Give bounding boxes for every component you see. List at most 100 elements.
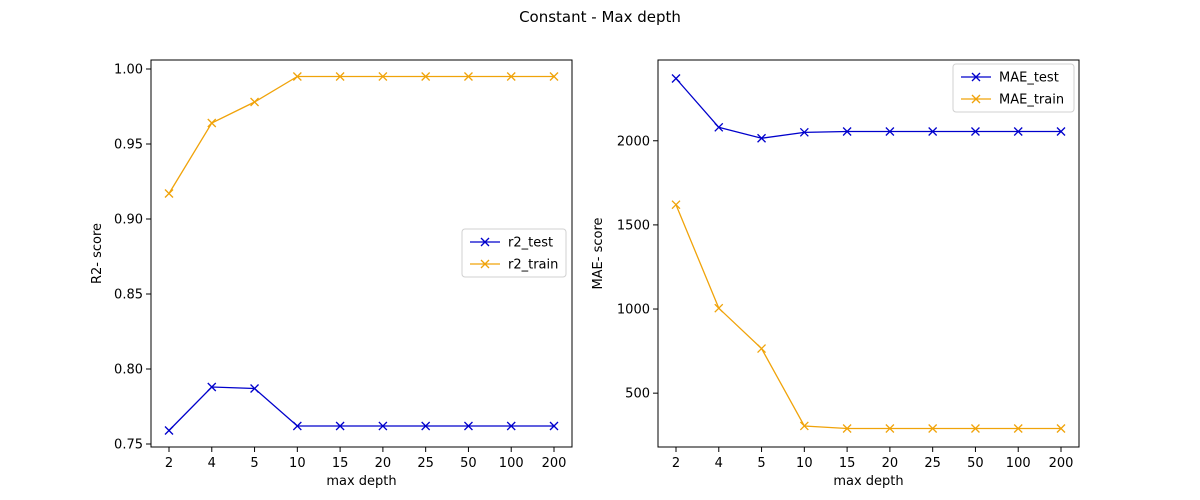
y-tick-label: 0.75 xyxy=(114,438,143,453)
y-tick-label: 1500 xyxy=(617,218,650,233)
marker-stroke xyxy=(1013,127,1023,136)
data-point-r2_train xyxy=(292,72,302,81)
y-tick-label: 2000 xyxy=(617,134,650,149)
data-point-MAE_train xyxy=(842,424,852,433)
marker-stroke xyxy=(164,189,174,198)
data-point-MAE_train xyxy=(799,421,809,431)
data-point-MAE_test xyxy=(757,133,767,143)
marker-stroke xyxy=(250,384,260,393)
x-axis-label: max depth xyxy=(326,474,396,489)
legend-box xyxy=(461,228,567,278)
data-point-r2_test xyxy=(378,421,388,431)
x-tick-label: 20 xyxy=(375,456,392,471)
data-point-r2_test xyxy=(549,421,559,431)
plot-frame xyxy=(150,59,573,448)
x-tick-label: 10 xyxy=(289,456,306,471)
x-tick-label: 200 xyxy=(542,456,567,471)
marker-stroke xyxy=(928,424,938,433)
marker-stroke xyxy=(207,118,217,128)
data-point-r2_test xyxy=(250,384,260,393)
legend-box xyxy=(952,63,1075,113)
marker-stroke xyxy=(970,127,980,136)
y-axis-label: MAE- score xyxy=(591,217,606,289)
x-tick-label: 2 xyxy=(165,456,173,471)
marker-stroke xyxy=(549,421,559,431)
x-tick-label: 10 xyxy=(796,456,813,471)
data-point-MAE_test xyxy=(714,122,724,132)
legend-label-MAE_train: MAE_train xyxy=(999,93,1064,108)
marker-stroke xyxy=(885,127,895,136)
marker-stroke xyxy=(335,72,345,81)
marker-stroke xyxy=(506,72,516,81)
data-point-r2_test xyxy=(292,421,302,431)
data-point-r2_test xyxy=(207,382,217,392)
data-point-r2_test xyxy=(506,421,516,431)
data-point-MAE_test xyxy=(970,127,980,136)
legend: MAE_test MAE_train xyxy=(952,63,1075,113)
data-point-r2_test xyxy=(335,421,345,431)
y-tick-label: 1.00 xyxy=(114,63,143,78)
data-point-MAE_test xyxy=(1056,127,1066,136)
marker-stroke xyxy=(799,421,809,431)
marker-stroke xyxy=(842,127,852,136)
marker-stroke xyxy=(164,426,174,435)
marker-stroke xyxy=(1056,127,1066,136)
data-point-r2_test xyxy=(164,426,174,435)
marker-stroke xyxy=(378,421,388,431)
x-tick-label: 100 xyxy=(1006,456,1031,471)
x-tick-label: 4 xyxy=(208,456,216,471)
legend: r2_test r2_train xyxy=(461,228,567,278)
data-point-r2_train xyxy=(378,72,388,81)
legend-marker xyxy=(971,94,981,104)
y-tick-label: 0.85 xyxy=(114,288,143,303)
x-axis-label: max depth xyxy=(833,474,903,489)
marker-stroke xyxy=(1056,424,1066,433)
x-tick-label: 2 xyxy=(672,456,680,471)
x-tick-label: 5 xyxy=(757,456,765,471)
legend-marker xyxy=(480,259,490,269)
r2-chart: 2 4 5 10 15 20 25 50 100 200 0.75 0.80 0.85 0.90 0.95 1… xyxy=(90,59,573,489)
data-point-MAE_train xyxy=(970,424,980,433)
legend-label-r2_test: r2_test xyxy=(508,236,553,251)
marker-stroke xyxy=(1013,424,1023,433)
y-tick-label: 0.80 xyxy=(114,363,143,378)
data-point-r2_test xyxy=(421,421,431,431)
marker-stroke xyxy=(757,133,767,143)
x-tick-label: 25 xyxy=(417,456,434,471)
data-point-MAE_train xyxy=(671,200,681,210)
x-tick-label: 100 xyxy=(499,456,524,471)
series-line-r2_test xyxy=(168,386,554,431)
marker-stroke xyxy=(714,122,724,132)
data-point-MAE_test xyxy=(671,74,681,83)
series-line-MAE_train xyxy=(675,204,1061,430)
mae-chart: 2 4 5 10 15 20 25 50 100 200 500 1000 1500 2000 max de… xyxy=(591,59,1080,489)
marker-stroke xyxy=(421,72,431,81)
data-point-r2_test xyxy=(463,421,473,431)
marker-stroke xyxy=(757,344,767,354)
x-tick-label: 15 xyxy=(332,456,349,471)
data-point-MAE_test xyxy=(928,127,938,136)
plot-frame xyxy=(657,59,1080,448)
data-point-MAE_train xyxy=(757,344,767,354)
x-tick-label: 5 xyxy=(250,456,258,471)
series-line-MAE_test xyxy=(675,78,1061,139)
marker-stroke xyxy=(335,421,345,431)
data-point-r2_train xyxy=(506,72,516,81)
y-tick-label: 0.90 xyxy=(114,213,143,228)
marker-stroke xyxy=(885,424,895,433)
marker-stroke xyxy=(506,421,516,431)
x-tick-label: 200 xyxy=(1049,456,1074,471)
marker-stroke xyxy=(671,200,681,210)
marker-stroke xyxy=(928,127,938,136)
marker-stroke xyxy=(292,72,302,81)
data-point-MAE_test xyxy=(842,127,852,136)
marker-stroke xyxy=(207,382,217,392)
data-point-MAE_train xyxy=(928,424,938,433)
marker-stroke xyxy=(463,421,473,431)
data-point-r2_train xyxy=(463,72,473,81)
data-point-MAE_train xyxy=(714,303,724,313)
x-tick-label: 15 xyxy=(839,456,856,471)
y-tick-label: 500 xyxy=(625,387,650,402)
data-point-MAE_test xyxy=(885,127,895,136)
